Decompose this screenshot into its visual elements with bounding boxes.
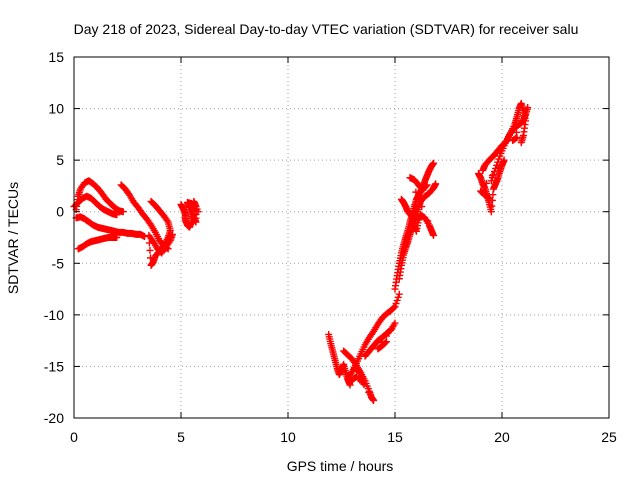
series-arc-20h-b — [487, 104, 532, 185]
data-point — [163, 216, 171, 224]
data-point — [355, 367, 363, 375]
data-point — [430, 159, 438, 167]
chart-title: Day 218 of 2023, Sidereal Day-to-day VTE… — [74, 21, 579, 37]
series-arc-early-bottom — [74, 234, 121, 253]
series-arc-13h-rise — [344, 290, 403, 383]
data-point — [147, 261, 155, 269]
x-axis-ticks: 0 5 10 15 20 25 — [70, 57, 617, 445]
data-point — [382, 338, 390, 346]
data-point — [194, 208, 202, 216]
data-point — [393, 296, 401, 304]
data-point — [482, 179, 490, 187]
grid-lines — [74, 57, 609, 418]
x-tick-label: 10 — [280, 429, 296, 445]
series-arc-4h — [145, 197, 176, 269]
y-tick-label: 5 — [56, 152, 64, 168]
y-tick-label: 0 — [56, 204, 64, 220]
data-point — [391, 319, 399, 327]
data-point — [432, 180, 440, 188]
series-arc-19h — [474, 156, 508, 216]
data-point — [422, 182, 430, 190]
data-point — [412, 188, 420, 196]
data-point — [370, 396, 378, 404]
data-point — [113, 211, 121, 219]
data-points — [70, 99, 532, 404]
data-point — [387, 326, 395, 334]
data-point — [418, 203, 426, 211]
data-point — [395, 290, 403, 298]
series-arc-early-lower — [72, 213, 149, 240]
data-point — [381, 339, 389, 347]
data-point — [488, 174, 496, 182]
data-point — [346, 381, 354, 389]
x-tick-label: 0 — [70, 429, 78, 445]
data-point — [356, 376, 364, 384]
data-point — [487, 177, 495, 185]
data-point — [359, 379, 367, 387]
data-point — [113, 234, 121, 241]
data-point — [365, 388, 373, 396]
data-point — [392, 300, 400, 308]
data-point — [492, 164, 500, 172]
data-point — [423, 181, 431, 189]
data-point — [524, 104, 532, 112]
data-point — [485, 194, 493, 202]
y-axis-ticks: -20 -15 -10 -5 0 5 10 15 — [44, 49, 609, 426]
plot-frame — [73, 56, 610, 419]
data-point — [489, 171, 497, 179]
data-point — [495, 155, 503, 163]
data-point — [520, 112, 528, 120]
y-axis-label: SDTVAR / TECUs — [5, 182, 21, 294]
series-arc-2h — [117, 181, 172, 253]
data-point — [430, 231, 438, 239]
x-tick-label: 5 — [177, 429, 185, 445]
y-tick-label: -15 — [44, 358, 64, 374]
data-point — [391, 303, 399, 311]
data-point — [357, 377, 365, 385]
data-point — [500, 156, 508, 164]
data-point — [356, 370, 364, 378]
y-tick-label: 15 — [48, 49, 64, 65]
data-point — [424, 217, 432, 225]
data-point — [516, 120, 524, 128]
data-point — [493, 161, 501, 169]
series-arc-14h — [361, 319, 399, 360]
data-point — [165, 238, 173, 246]
data-point — [407, 212, 415, 220]
x-tick-label: 25 — [601, 429, 617, 445]
data-point — [484, 194, 492, 202]
series-arc-5h — [177, 197, 202, 231]
data-point — [494, 158, 502, 166]
data-point — [517, 139, 525, 147]
y-tick-label: -10 — [44, 307, 64, 323]
data-point — [147, 254, 155, 262]
y-tick-label: -20 — [44, 410, 64, 426]
y-tick-label: 10 — [48, 101, 64, 117]
data-point — [394, 293, 402, 301]
x-tick-label: 15 — [387, 429, 403, 445]
data-point — [512, 134, 520, 142]
series-arc-12h — [325, 330, 354, 389]
series-arc-15h-c — [397, 174, 438, 239]
x-axis-label: GPS time / hours — [287, 458, 394, 474]
x-tick-label: 20 — [494, 429, 510, 445]
data-point — [513, 133, 521, 141]
data-point — [119, 208, 127, 216]
data-point — [146, 246, 154, 254]
data-point — [390, 304, 398, 312]
data-point — [491, 167, 499, 175]
data-point — [168, 230, 176, 238]
y-tick-label: -5 — [52, 255, 65, 271]
